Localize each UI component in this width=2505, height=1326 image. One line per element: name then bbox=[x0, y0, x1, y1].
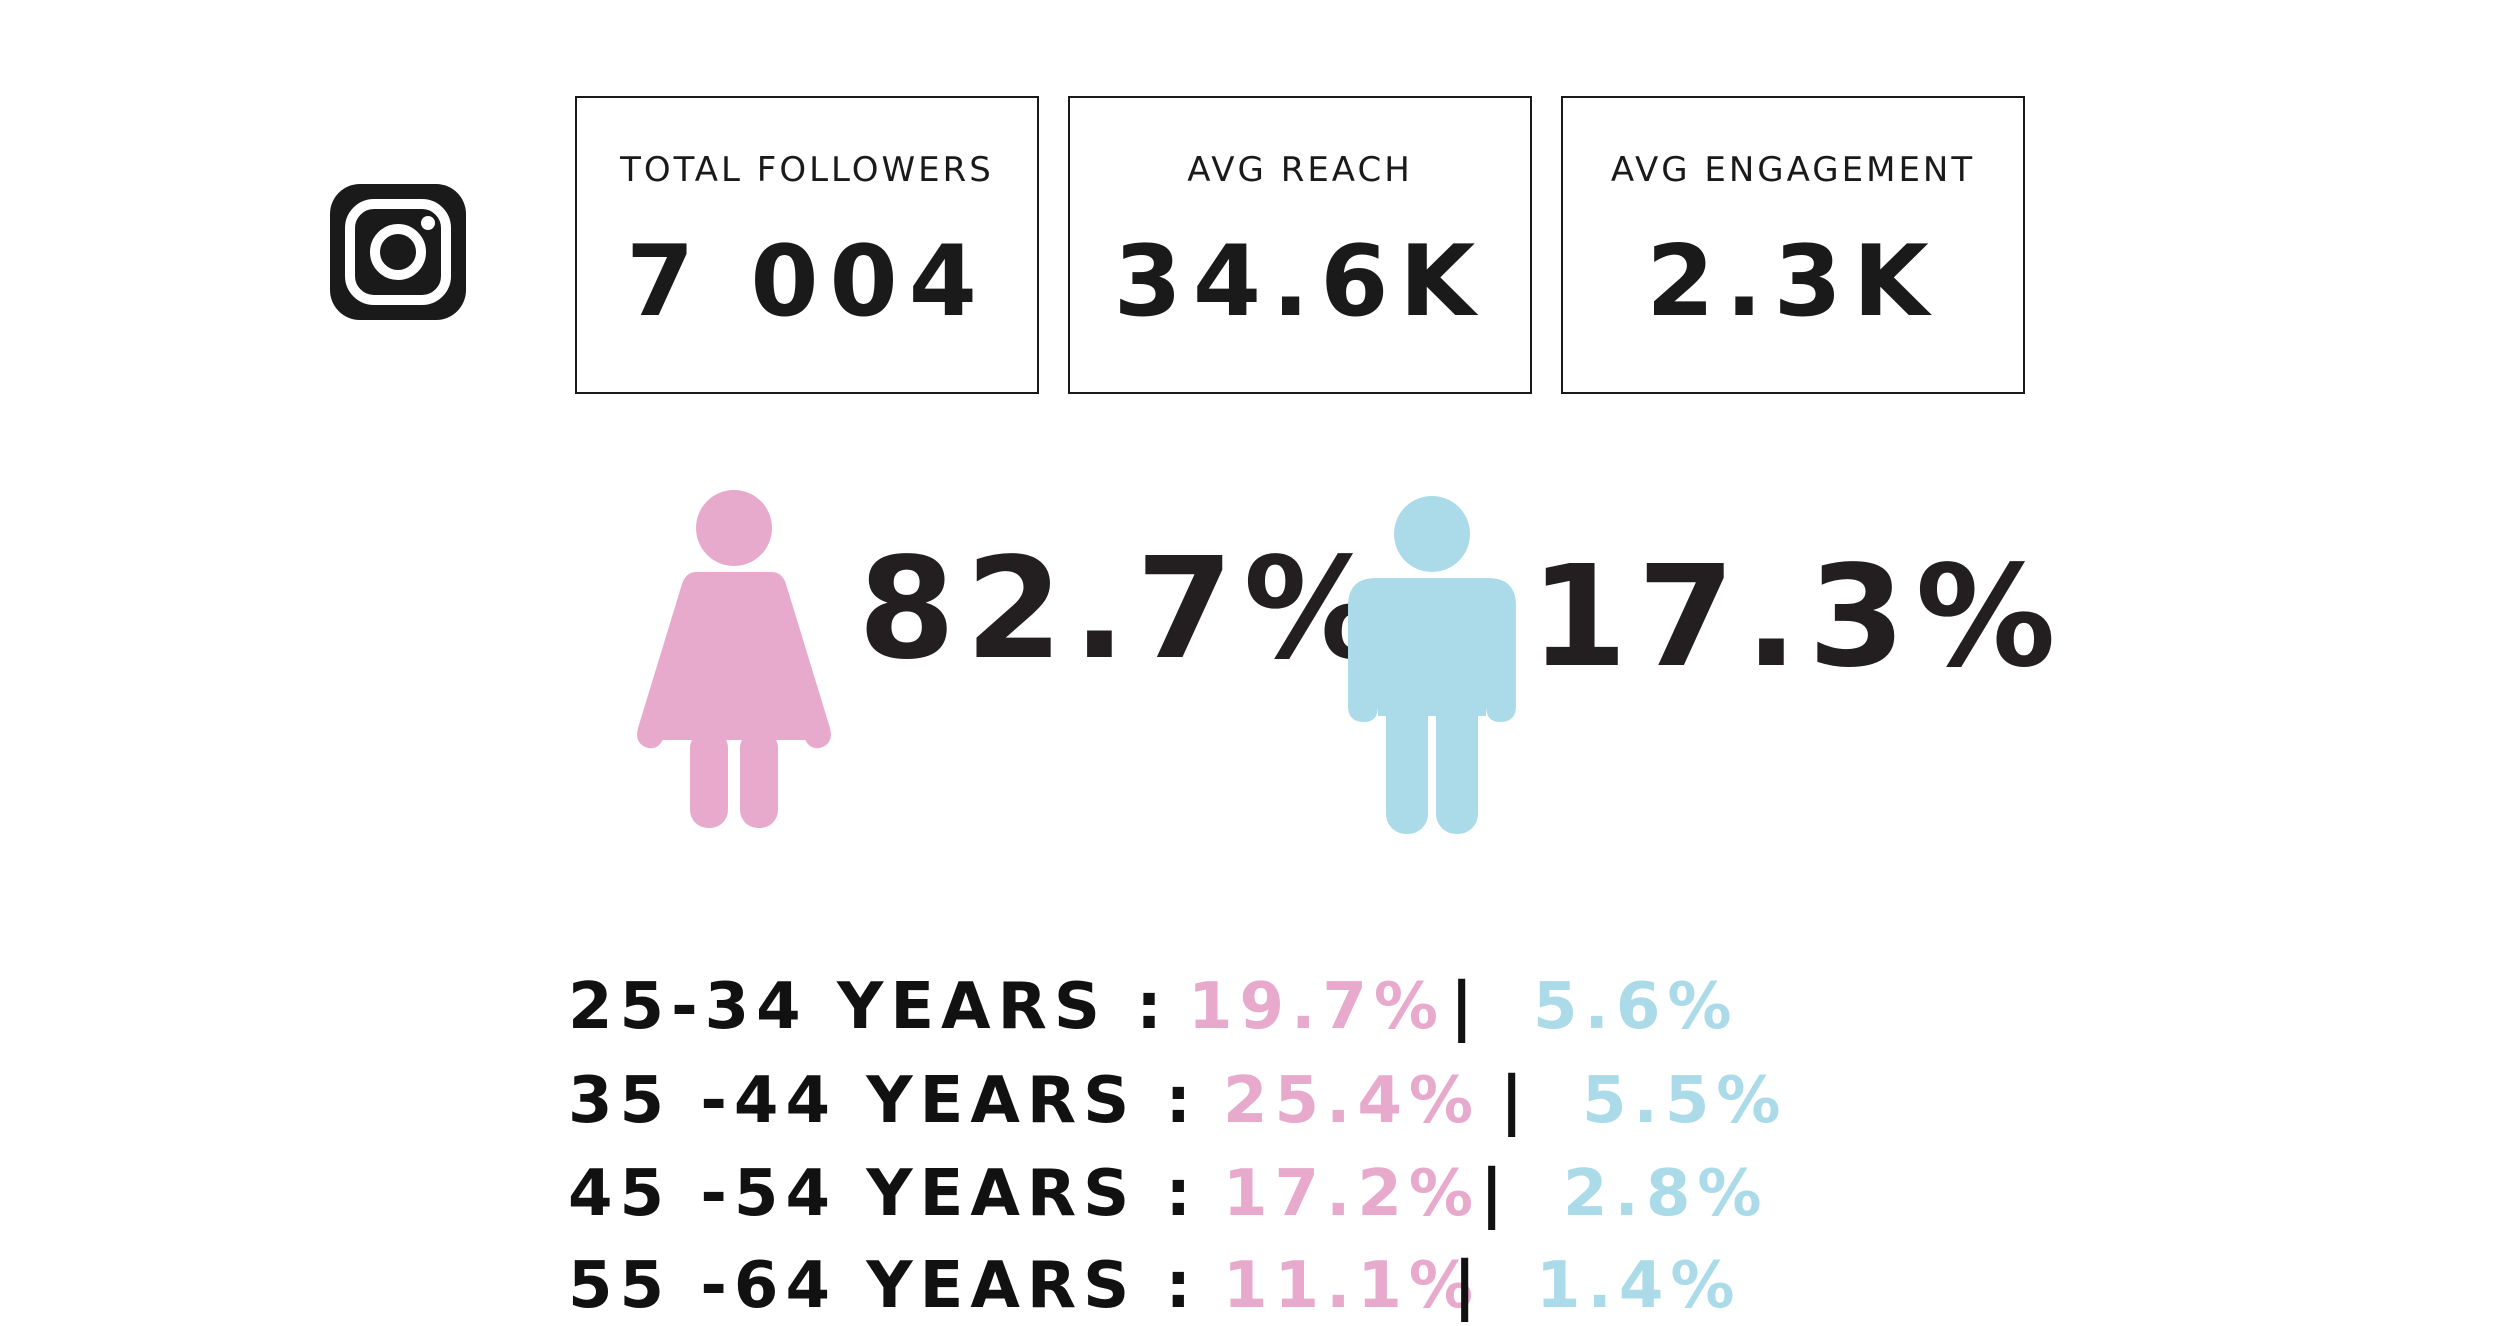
female-percent: 82.7% bbox=[858, 528, 1394, 691]
stat-card-total-followers: TOTAL FOLLOWERS 7 004 bbox=[575, 96, 1039, 394]
stat-card-avg-reach: AVG REACH 34.6K bbox=[1068, 96, 1532, 394]
age-range-label: 25-34 YEARS : bbox=[568, 970, 1169, 1044]
female-age-percent: 11.1% bbox=[1223, 1249, 1481, 1323]
stat-value: 2.3K bbox=[1646, 225, 1940, 339]
male-figure-icon bbox=[1348, 496, 1516, 834]
instagram-icon bbox=[330, 184, 466, 320]
stat-card-avg-engagement: AVG ENGAGEMENT 2.3K bbox=[1561, 96, 2025, 394]
age-range-label: 55 -64 YEARS : bbox=[568, 1249, 1199, 1323]
female-age-percent: 19.7% bbox=[1188, 970, 1446, 1044]
male-age-percent: 2.8% bbox=[1563, 1157, 1769, 1231]
age-range-label: 35 -44 YEARS : bbox=[568, 1064, 1199, 1138]
stat-value: 7 004 bbox=[626, 225, 988, 339]
separator: | bbox=[1450, 970, 1481, 1044]
age-range-label: 45 -54 YEARS : bbox=[568, 1157, 1199, 1231]
male-age-percent: 5.5% bbox=[1582, 1064, 1788, 1138]
stat-value: 34.6K bbox=[1113, 225, 1487, 339]
male-age-percent: 1.4% bbox=[1536, 1249, 1742, 1323]
female-age-percent: 25.4% bbox=[1223, 1064, 1481, 1138]
separator: | bbox=[1453, 1249, 1484, 1323]
female-figure-icon bbox=[637, 490, 831, 828]
male-age-percent: 5.6% bbox=[1533, 970, 1739, 1044]
separator: | bbox=[1500, 1064, 1531, 1138]
stat-label: AVG REACH bbox=[1187, 150, 1413, 190]
male-percent: 17.3% bbox=[1530, 536, 2066, 699]
stat-label: AVG ENGAGEMENT bbox=[1610, 150, 1976, 190]
female-age-percent: 17.2% bbox=[1223, 1157, 1481, 1231]
separator: | bbox=[1480, 1157, 1511, 1231]
stat-label: TOTAL FOLLOWERS bbox=[620, 150, 994, 190]
